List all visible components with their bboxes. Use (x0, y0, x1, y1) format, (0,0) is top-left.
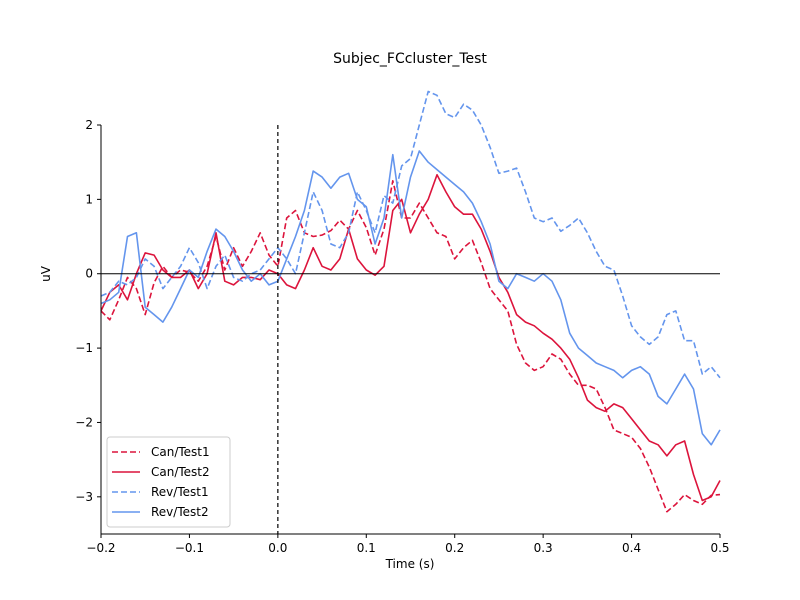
chart-title: Subjec_FCcluster_Test (333, 51, 487, 67)
legend-label: Can/Test1 (151, 445, 210, 459)
x-tick-label: 0.1 (357, 541, 376, 555)
x-tick-label: −0.2 (86, 541, 115, 555)
series-line-rev-test2 (100, 150, 721, 446)
x-tick-label: 0.4 (622, 541, 641, 555)
x-axis-title: Time (s) (385, 557, 435, 571)
x-axis-ticks: −0.2 −0.1 0.0 0.1 0.2 0.3 0.4 0.5 (86, 534, 730, 555)
series-line-can-test1 (100, 180, 721, 513)
y-tick-label: 2 (85, 118, 93, 132)
y-tick-label: −3 (75, 490, 93, 504)
y-axis-ticks: −3 −2 −1 0 1 2 (75, 118, 101, 504)
y-tick-label: 1 (85, 192, 93, 206)
x-tick-label: 0.5 (710, 541, 729, 555)
legend-label: Rev/Test2 (151, 505, 209, 519)
y-tick-label: 0 (85, 267, 93, 281)
x-tick-label: 0.2 (445, 541, 464, 555)
x-tick-label: 0.3 (534, 541, 553, 555)
legend: Can/Test1 Can/Test2 Rev/Test1 Rev/Test2 (106, 436, 231, 528)
x-tick-label: 0.0 (268, 541, 287, 555)
legend-frame (106, 436, 231, 528)
series-line-rev-test1 (100, 90, 721, 379)
y-tick-label: −1 (75, 341, 93, 355)
legend-label: Can/Test2 (151, 465, 210, 479)
x-tick-label: −0.1 (175, 541, 204, 555)
plot-area (100, 90, 721, 513)
legend-label: Rev/Test1 (151, 485, 209, 499)
y-tick-label: −2 (75, 415, 93, 429)
y-axis-title: uV (39, 265, 53, 282)
